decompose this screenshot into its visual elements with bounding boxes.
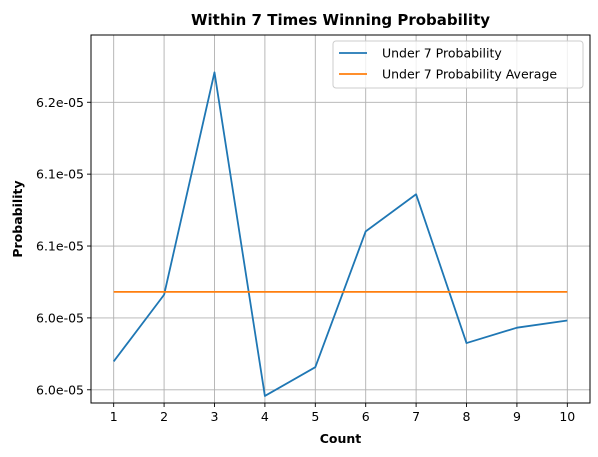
chart-title: Within 7 Times Winning Probability	[191, 11, 490, 29]
legend-label-under-7-probability-average: Under 7 Probability Average	[374, 67, 557, 82]
y-tick-label: 6.0e-05	[36, 310, 84, 325]
x-axis-label: Count	[320, 431, 362, 446]
legend-label-under-7-probability: Under 7 Probability	[374, 46, 502, 61]
x-tick-label: 7	[412, 409, 420, 424]
series-line-0	[112, 71, 568, 397]
x-tick-label: 2	[160, 409, 168, 424]
y-axis-label: Probability	[10, 180, 25, 257]
x-tick-label: 1	[110, 409, 118, 424]
y-tick-label: 6.1e-05	[36, 239, 84, 254]
legend-box	[332, 40, 584, 89]
axis-ticks: 1 2 3 4 5 6 7 8 9 10 6.0e-05 6.0e-05 6.1e-05 6.1e-05 6…	[36, 95, 575, 424]
x-tick-label: 6	[362, 409, 370, 424]
legend: Under 7 Probability Under 7 Probability …	[332, 40, 584, 89]
plot-area-frame	[90, 34, 591, 404]
y-tick-label: 6.0e-05	[36, 382, 84, 397]
x-tick-label: 8	[463, 409, 471, 424]
y-tick-label: 6.1e-05	[36, 167, 84, 182]
x-tick-label: 5	[311, 409, 319, 424]
y-tick-label: 6.2e-05	[36, 95, 84, 110]
grid	[91, 35, 590, 403]
x-tick-label: 10	[559, 409, 575, 424]
x-tick-label: 4	[261, 409, 269, 424]
x-tick-label: 9	[513, 409, 521, 424]
series-lines	[112, 71, 568, 397]
x-tick-label: 3	[211, 409, 219, 424]
